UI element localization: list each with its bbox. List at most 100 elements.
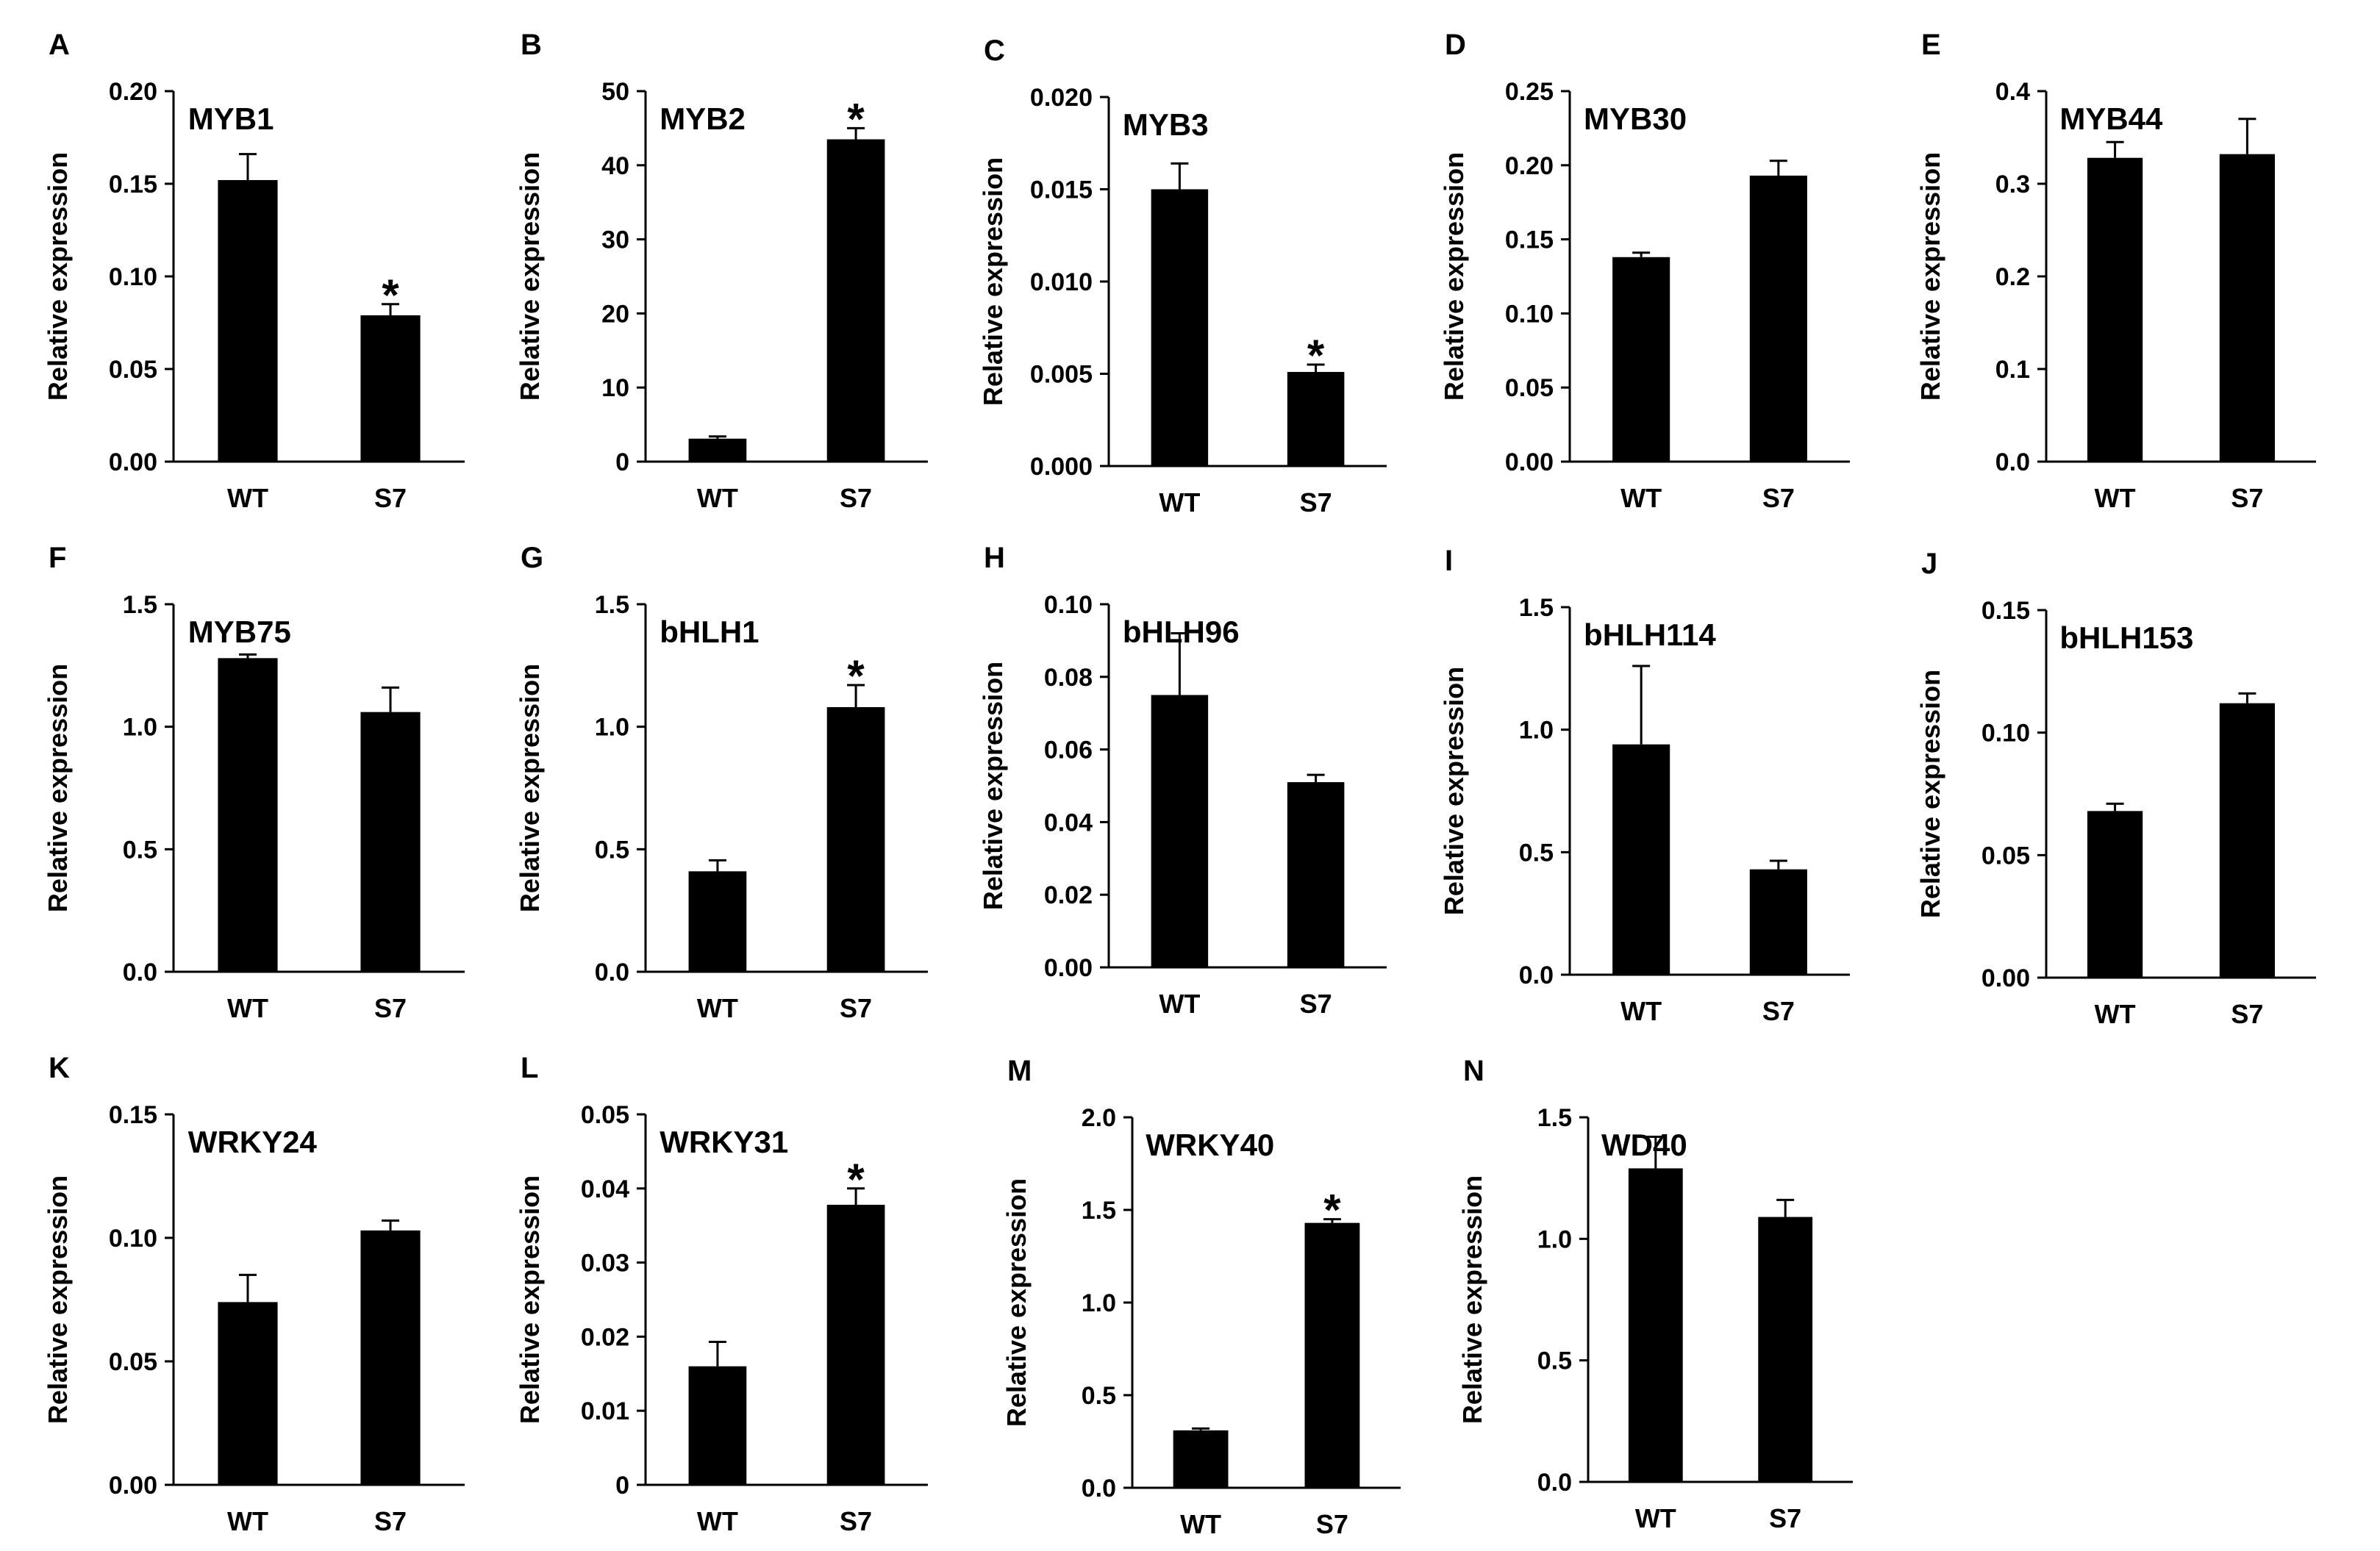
x-tick-label: WT <box>227 1506 268 1536</box>
y-axis-label: Relative expression <box>43 1175 73 1424</box>
chart-title: WRKY24 <box>188 1125 318 1159</box>
y-tick-label: 0.1 <box>1995 356 2030 384</box>
panel-e: E MYB44 Relative expression 0.0 0.1 0.2 0.3 0.4… <box>1915 29 2316 513</box>
bar-s7 <box>1758 1217 1813 1482</box>
y-tick-label: 50 <box>601 78 629 106</box>
y-tick-label: 1.0 <box>1519 717 1554 745</box>
panel-letter: B <box>521 29 542 61</box>
bar-wt <box>688 1366 747 1485</box>
x-tick-label: WT <box>2095 999 2136 1029</box>
y-tick-label: 0.020 <box>1030 84 1093 112</box>
y-axis-label: Relative expression <box>515 664 545 912</box>
significance-star: * <box>1307 331 1325 380</box>
x-tick-label: S7 <box>1300 989 1332 1019</box>
bar-s7 <box>2219 703 2276 978</box>
x-tick-label: WT <box>1620 483 1662 513</box>
x-tick-label: S7 <box>374 483 407 513</box>
y-tick-label: 1.5 <box>123 591 157 619</box>
x-tick-label: S7 <box>840 1506 872 1536</box>
chart-title: WRKY31 <box>660 1125 788 1159</box>
y-tick-label: 0.15 <box>1981 597 2030 625</box>
y-tick-label: 0.00 <box>1981 964 2030 992</box>
x-tick-label: WT <box>697 1506 738 1536</box>
y-tick-label: 2.0 <box>1082 1104 1116 1132</box>
panel-letter: J <box>1921 548 1937 580</box>
y-tick-label: 0.08 <box>1044 664 1093 692</box>
y-tick-label: 0.15 <box>1505 226 1554 254</box>
y-axis-label: Relative expression <box>1001 1178 1032 1427</box>
y-tick-label: 0.015 <box>1030 176 1093 204</box>
x-tick-label: WT <box>697 993 738 1023</box>
y-tick-label: 0.0 <box>1519 961 1554 989</box>
y-tick-label: 1.0 <box>595 714 629 742</box>
bar-wt <box>1151 189 1209 466</box>
y-tick-label: 0.5 <box>1082 1382 1116 1410</box>
bar-s7 <box>1749 175 1807 462</box>
y-tick-label: 0.00 <box>109 1472 157 1500</box>
y-tick-label: 0.000 <box>1030 453 1093 481</box>
y-tick-label: 40 <box>601 152 629 180</box>
bar-wt <box>218 1302 278 1485</box>
y-tick-label: 0.10 <box>109 263 157 291</box>
y-tick-label: 0.0 <box>1995 448 2030 476</box>
y-tick-label: 1.5 <box>1082 1197 1116 1225</box>
panel-f: F MYB75 Relative expression 0.0 0.5 1.0 1.5 WT S… <box>43 542 465 1023</box>
y-tick-label: 0.02 <box>581 1323 629 1351</box>
bar-s7 <box>1287 371 1345 466</box>
panel-d: D MYB30 Relative expression 0.00 0.05 0.10 0.1… <box>1439 29 1850 513</box>
chart-title: MYB2 <box>660 101 746 136</box>
y-tick-label: 0.05 <box>1505 374 1554 402</box>
bar-s7 <box>826 707 885 972</box>
bar-s7 <box>360 1230 421 1485</box>
y-tick-label: 0.0 <box>123 959 157 986</box>
chart-title: MYB3 <box>1123 107 1209 142</box>
y-tick-label: 0.01 <box>581 1397 629 1425</box>
bar-s7 <box>826 1204 885 1485</box>
chart-title: MYB44 <box>2059 101 2163 136</box>
y-tick-label: 20 <box>601 300 629 328</box>
panel-letter: K <box>49 1052 70 1084</box>
panel-letter: C <box>984 35 1005 67</box>
x-tick-label: S7 <box>1769 1503 1801 1533</box>
panel-letter: H <box>984 542 1005 574</box>
panel-letter: D <box>1445 29 1466 61</box>
y-tick-label: 1.0 <box>123 714 157 742</box>
y-axis-label: Relative expression <box>515 152 545 401</box>
panel-c: C MYB3 Relative expression 0.000 0.005 0.010 0… <box>978 35 1387 517</box>
bar-wt <box>2087 811 2143 978</box>
y-tick-label: 0.04 <box>1044 809 1093 837</box>
y-axis-label: Relative expression <box>1915 670 1945 918</box>
bar-s7 <box>826 139 885 462</box>
x-tick-label: S7 <box>2231 483 2263 513</box>
bar-wt <box>1151 695 1209 967</box>
y-axis-label: Relative expression <box>43 152 73 401</box>
x-tick-label: S7 <box>1316 1509 1348 1539</box>
y-axis-label: Relative expression <box>1439 152 1469 401</box>
significance-star: * <box>1323 1186 1341 1235</box>
bar-wt <box>1612 744 1670 975</box>
y-tick-label: 0.20 <box>1505 152 1554 180</box>
bar-wt <box>688 871 747 972</box>
y-tick-label: 0.5 <box>595 836 629 864</box>
y-tick-label: 0 <box>615 1472 629 1500</box>
y-tick-label: 0.005 <box>1030 361 1093 389</box>
y-tick-label: 0.4 <box>1995 78 2030 106</box>
x-tick-label: S7 <box>840 993 872 1023</box>
y-tick-label: 0.05 <box>581 1101 629 1129</box>
chart-title: bHLH1 <box>660 615 759 649</box>
x-tick-label: WT <box>227 483 268 513</box>
chart-title: MYB75 <box>188 615 291 649</box>
x-tick-label: WT <box>1159 487 1200 517</box>
bar-wt <box>218 179 278 462</box>
chart-title: WD40 <box>1601 1128 1687 1162</box>
x-tick-label: WT <box>697 483 738 513</box>
y-tick-label: 0.010 <box>1030 268 1093 296</box>
x-tick-label: WT <box>2095 483 2136 513</box>
bar-wt <box>1173 1430 1229 1488</box>
y-tick-label: 0.15 <box>109 1101 157 1129</box>
x-tick-label: S7 <box>1300 487 1332 517</box>
panel-letter: A <box>49 29 70 61</box>
